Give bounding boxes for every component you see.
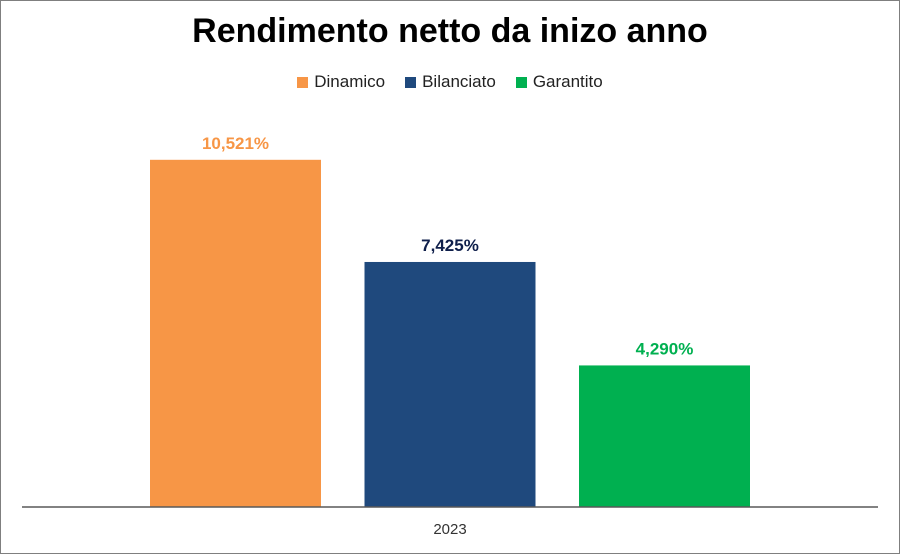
legend-item-bilanciato: Bilanciato xyxy=(405,72,496,92)
bar-dinamico xyxy=(150,159,321,507)
legend-label-garantito: Garantito xyxy=(532,72,603,91)
legend-item-garantito: Garantito xyxy=(515,72,603,92)
legend-swatch-garantito xyxy=(515,76,527,88)
x-tick-label: 2023 xyxy=(433,521,466,538)
legend-swatch-bilanciato xyxy=(405,76,417,88)
legend-swatch-dinamico xyxy=(297,76,309,88)
bar-garantito xyxy=(579,365,750,507)
legend-item-dinamico: Dinamico xyxy=(297,72,385,92)
legend-label-dinamico: Dinamico xyxy=(314,72,386,91)
legend-label-bilanciato: Bilanciato xyxy=(422,72,496,91)
data-label-dinamico: 10,521% xyxy=(202,134,269,153)
chart-legend: Dinamico Bilanciato Garantito xyxy=(0,72,900,92)
bar-bilanciato xyxy=(364,261,536,507)
bar-group: 10,521% 7,425% 4,290% xyxy=(150,134,750,507)
chart-title: Rendimento netto da inizo anno xyxy=(192,12,708,50)
data-label-bilanciato: 7,425% xyxy=(421,236,479,255)
data-label-garantito: 4,290% xyxy=(636,339,694,358)
